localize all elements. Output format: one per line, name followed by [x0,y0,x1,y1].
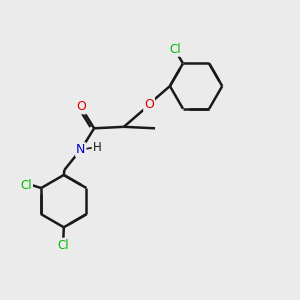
Text: Cl: Cl [20,178,32,192]
Text: O: O [76,100,86,113]
Text: Cl: Cl [169,43,181,56]
Text: H: H [93,141,101,154]
Text: Cl: Cl [57,238,69,252]
Text: N: N [76,143,86,156]
Text: O: O [144,98,154,111]
